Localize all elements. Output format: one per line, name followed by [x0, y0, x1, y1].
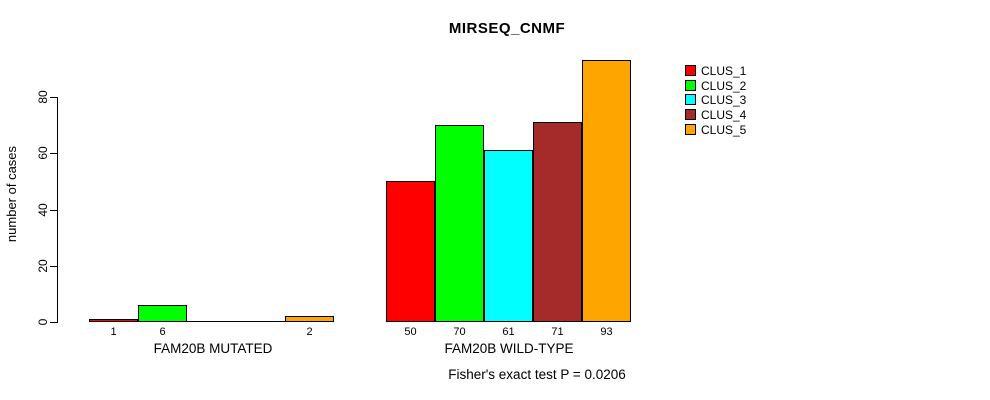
legend-label: CLUS_4: [701, 108, 747, 122]
chart-title: MIRSEQ_CNMF: [448, 20, 566, 37]
y-axis-line: [57, 97, 58, 323]
zero-height-bar: [236, 321, 285, 322]
group-label-mutated: FAM20B MUTATED: [153, 341, 273, 356]
bar-value-label: 70: [453, 326, 466, 338]
bar: [89, 319, 138, 322]
bar-value-label: 71: [551, 326, 564, 338]
legend-swatch: [685, 80, 696, 91]
zero-height-bar: [187, 321, 236, 322]
bar-value-label: 6: [159, 326, 166, 338]
legend-label: CLUS_2: [701, 79, 747, 93]
y-tick-label: 60: [36, 146, 50, 160]
bar: [484, 150, 533, 322]
fisher-test-annotation: Fisher's exact test P = 0.0206: [448, 367, 626, 382]
legend-swatch: [685, 109, 696, 120]
y-axis-tick: [50, 210, 57, 211]
bar-value-label: 93: [600, 326, 613, 338]
bar: [386, 181, 435, 322]
legend-label: CLUS_5: [701, 123, 747, 137]
legend-swatch: [685, 65, 696, 76]
bar: [533, 122, 582, 322]
bar-value-label: 2: [306, 326, 313, 338]
legend-swatch: [685, 94, 696, 105]
y-axis-tick: [50, 322, 57, 323]
bar: [138, 305, 187, 322]
legend-swatch: [685, 124, 696, 135]
legend-label: CLUS_3: [701, 93, 747, 107]
y-tick-label: 40: [36, 203, 50, 217]
group-label-wild-type: FAM20B WILD-TYPE: [444, 341, 574, 356]
y-axis-tick: [50, 266, 57, 267]
y-axis-tick: [50, 153, 57, 154]
y-axis-tick: [50, 97, 57, 98]
y-axis-label: number of cases: [4, 145, 19, 243]
bar: [582, 60, 631, 322]
bar: [435, 125, 484, 322]
y-tick-label: 20: [36, 259, 50, 273]
bar-value-label: 50: [404, 326, 417, 338]
bar-value-label: 1: [110, 326, 117, 338]
bar: [285, 316, 334, 322]
y-tick-label: 0: [36, 318, 50, 326]
legend-label: CLUS_1: [701, 64, 747, 78]
bar-value-label: 61: [502, 326, 515, 338]
y-tick-label: 80: [36, 90, 50, 104]
